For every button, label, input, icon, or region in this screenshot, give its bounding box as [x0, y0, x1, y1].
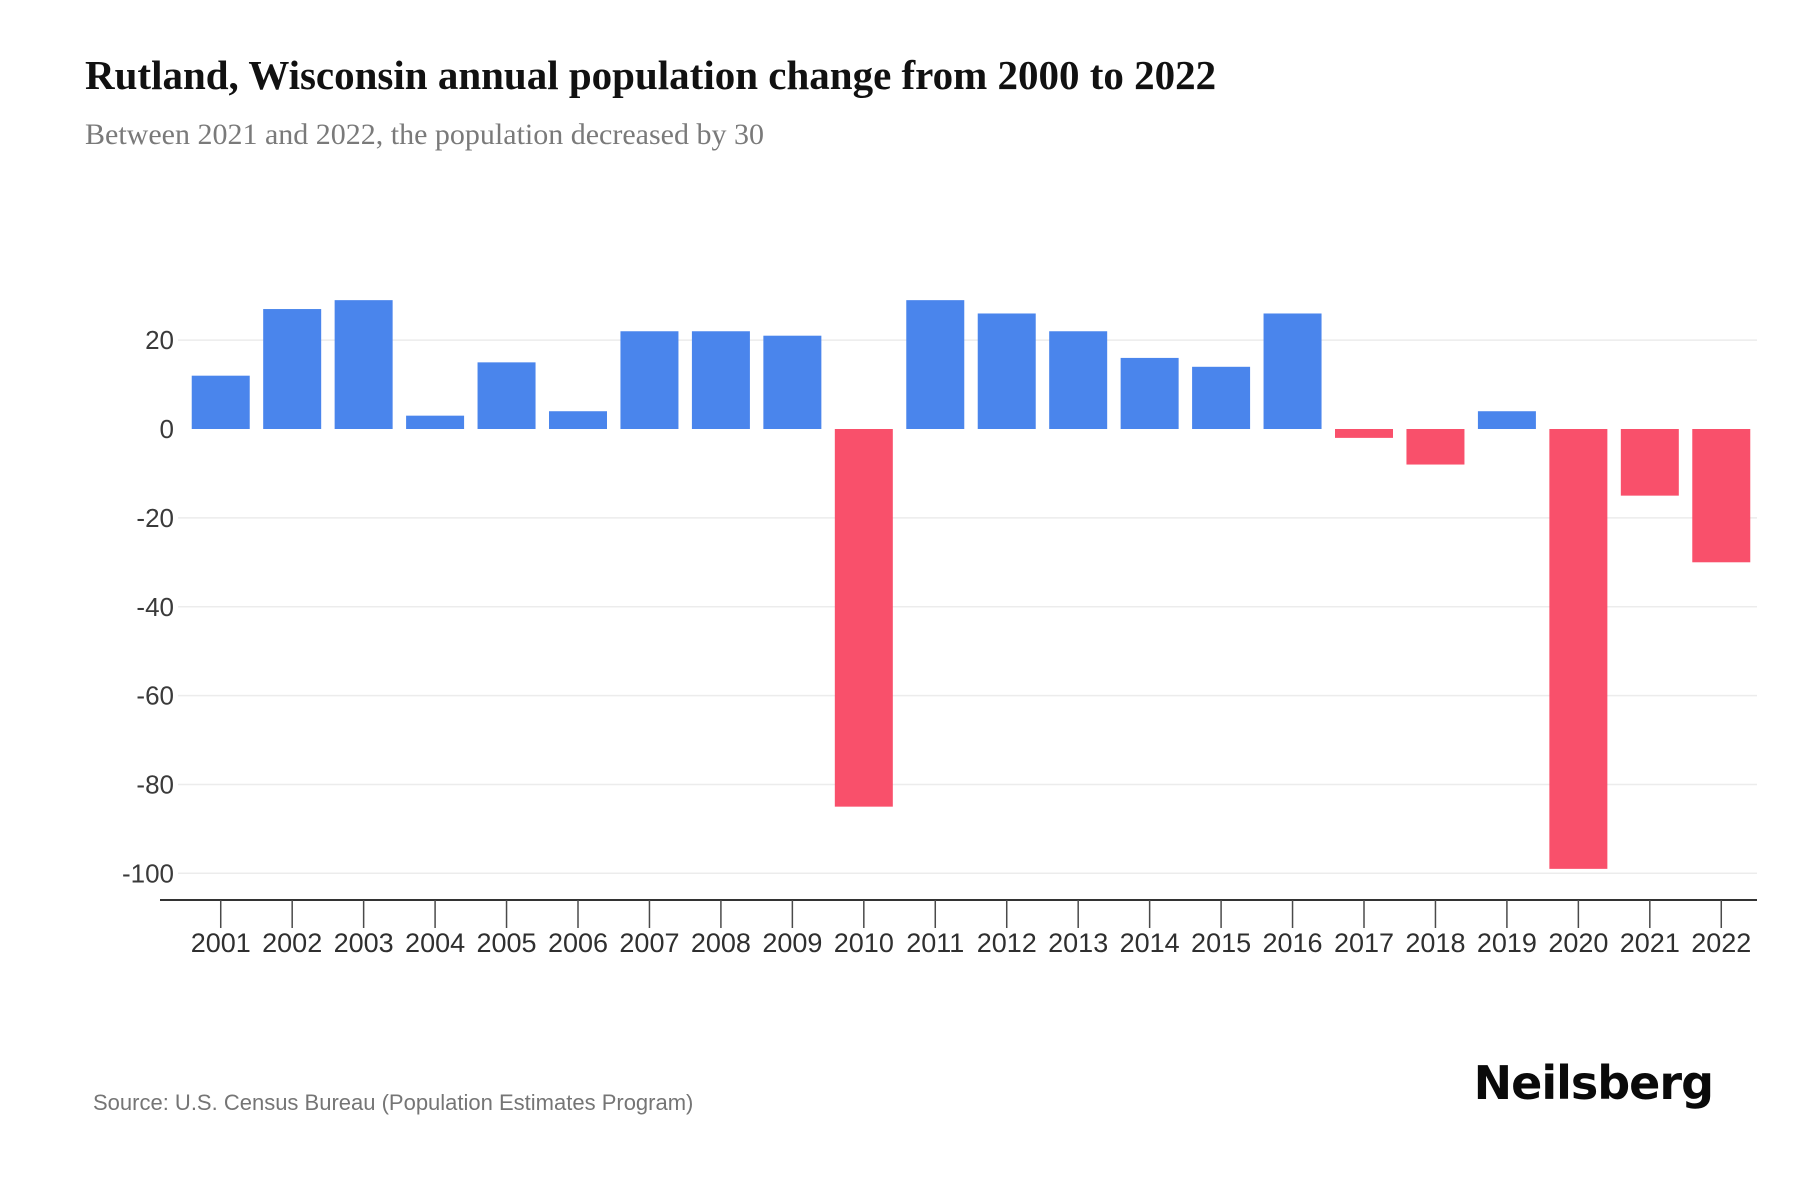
bar-2013[interactable] [1049, 331, 1108, 429]
bar-2010[interactable] [834, 429, 893, 807]
y-axis-tick-label: 0 [160, 414, 174, 444]
y-axis-tick-label: 20 [145, 325, 174, 355]
bar-2002[interactable] [263, 309, 322, 429]
y-axis-tick-label: -60 [136, 681, 174, 711]
x-axis-tick-label: 2008 [691, 928, 751, 958]
y-axis-tick-label: -40 [136, 592, 174, 622]
x-axis-tick-label: 2020 [1548, 928, 1608, 958]
x-axis-tick-label: 2013 [1048, 928, 1108, 958]
page-title: Rutland, Wisconsin annual population cha… [85, 52, 1217, 98]
bar-2019[interactable] [1477, 411, 1536, 429]
page-subtitle: Between 2021 and 2022, the population de… [85, 118, 764, 151]
x-axis-tick-label: 2004 [405, 928, 465, 958]
y-axis-tick-label: -20 [136, 503, 174, 533]
bar-chart: 20 0 -20 -40 -60 -80 -100 2001 2002 2003 2004 2005 2… [122, 300, 1757, 958]
brand-logo: Neilsberg [1473, 1056, 1714, 1110]
bar-2022[interactable] [1692, 429, 1751, 563]
bar-2014[interactable] [1120, 357, 1179, 429]
bar-2007[interactable] [620, 331, 679, 429]
bar-2020[interactable] [1549, 429, 1608, 869]
bar-2012[interactable] [977, 313, 1036, 429]
x-axis-tick-label: 2007 [619, 928, 679, 958]
x-axis-tick-label: 2009 [762, 928, 822, 958]
bar-2001[interactable] [191, 375, 250, 429]
bar-2011[interactable] [906, 300, 965, 429]
bar-2006[interactable] [549, 411, 607, 429]
x-axis-tick-label: 2010 [834, 928, 894, 958]
x-axis-tick-label: 2021 [1620, 928, 1680, 958]
bar-2004[interactable] [406, 415, 465, 429]
x-axis-tick-label: 2019 [1477, 928, 1537, 958]
bar-2017[interactable] [1335, 429, 1393, 438]
source-text: Source: U.S. Census Bureau (Population E… [93, 1090, 694, 1115]
bar-2009[interactable] [763, 335, 822, 429]
x-axis-tick-label: 2012 [977, 928, 1037, 958]
x-axis-tick-label: 2014 [1120, 928, 1180, 958]
x-axis-tick-label: 2001 [191, 928, 251, 958]
x-axis-tick-label: 2022 [1691, 928, 1751, 958]
bar-2008[interactable] [691, 331, 750, 429]
x-axis-tick-label: 2005 [477, 928, 537, 958]
x-axis-tick-label: 2016 [1263, 928, 1323, 958]
x-axis-tick-label: 2006 [548, 928, 608, 958]
x-axis-tick-label: 2018 [1405, 928, 1465, 958]
y-axis-tick-label: -100 [122, 858, 174, 888]
bar-2018[interactable] [1406, 429, 1465, 465]
bar-2021[interactable] [1620, 429, 1679, 496]
bar-2016[interactable] [1263, 313, 1322, 429]
x-axis-tick-label: 2015 [1191, 928, 1251, 958]
x-axis-tick-label: 2011 [906, 928, 964, 958]
x-axis-tick-label: 2002 [262, 928, 322, 958]
bar-2015[interactable] [1192, 366, 1251, 429]
bar-2003[interactable] [334, 300, 393, 429]
x-axis-tick-label: 2003 [334, 928, 394, 958]
bar-2005[interactable] [477, 362, 536, 429]
y-axis-tick-label: -80 [136, 770, 174, 800]
x-axis-tick-label: 2017 [1334, 928, 1394, 958]
